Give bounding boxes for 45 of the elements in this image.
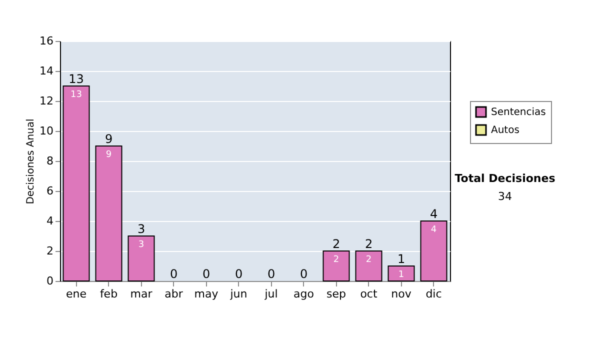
y-axis-title: Decisiones Anual bbox=[26, 118, 37, 204]
y-tick-label: 8 bbox=[46, 154, 54, 168]
data-label: 2 bbox=[366, 255, 372, 265]
y-tick-label: 6 bbox=[46, 184, 54, 198]
data-label: 2 bbox=[333, 255, 340, 265]
x-tick-label: dic bbox=[426, 288, 442, 300]
y-tick-label: 10 bbox=[40, 124, 54, 138]
x-tick-label: ene bbox=[66, 288, 87, 300]
legend-label: Sentencias bbox=[491, 107, 546, 118]
data-label: 13 bbox=[70, 90, 82, 100]
data-label: 4 bbox=[430, 225, 437, 235]
y-tick-label: 0 bbox=[46, 274, 54, 288]
y-tick-label: 14 bbox=[40, 64, 54, 78]
x-tick-label: jul bbox=[264, 288, 278, 300]
text: 34 bbox=[498, 190, 512, 203]
total-label: 9 bbox=[104, 132, 113, 146]
x-tick-label: jun bbox=[229, 288, 248, 300]
x-tick-label: sep bbox=[326, 288, 346, 300]
x-tick-label: may bbox=[194, 288, 219, 300]
total-label: 3 bbox=[137, 222, 146, 236]
total-label: 2 bbox=[332, 237, 340, 251]
total-label: 0 bbox=[267, 267, 276, 281]
data-label: 9 bbox=[106, 150, 112, 160]
total-label: 1 bbox=[397, 252, 406, 266]
y-tick-label: 2 bbox=[46, 244, 54, 258]
x-tick-label: oct bbox=[360, 288, 378, 300]
x-tick-label: ago bbox=[294, 288, 314, 300]
y-tick-label: 4 bbox=[46, 214, 54, 228]
data-label: 3 bbox=[138, 240, 144, 250]
y-tick-label: 16 bbox=[40, 34, 54, 48]
x-tick-label: abr bbox=[164, 288, 184, 300]
text: Total Decisiones bbox=[454, 172, 556, 185]
x-tick-label: feb bbox=[100, 288, 118, 300]
y-tick-label: 12 bbox=[40, 94, 54, 108]
x-tick-label: nov bbox=[391, 288, 412, 300]
total-label: 0 bbox=[170, 267, 178, 281]
total-label: 0 bbox=[202, 267, 210, 281]
total-label: 0 bbox=[300, 267, 308, 281]
legend-label: Autos bbox=[491, 125, 520, 136]
data-label: 1 bbox=[398, 270, 404, 280]
total-label: 0 bbox=[234, 267, 243, 281]
total-label: 2 bbox=[364, 237, 373, 251]
total-label: 13 bbox=[68, 72, 84, 86]
x-tick-label: mar bbox=[130, 288, 153, 300]
total-label: 4 bbox=[430, 207, 438, 221]
